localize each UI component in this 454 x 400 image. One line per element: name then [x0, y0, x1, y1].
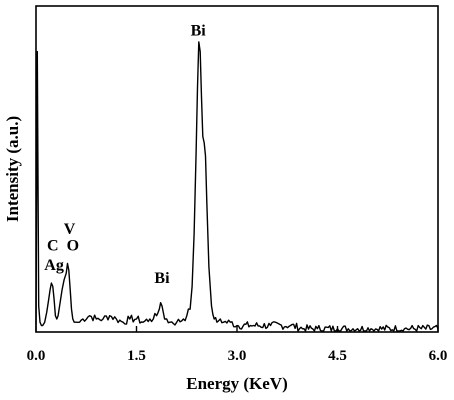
x-axis-label: Energy (KeV)	[186, 374, 288, 393]
peak-label: V	[64, 221, 76, 238]
peak-label: O	[67, 238, 79, 255]
x-tick-label: 1.5	[127, 348, 146, 364]
y-axis-label: Intensity (a.u.)	[3, 116, 22, 222]
x-tick-label: 0.0	[27, 348, 46, 364]
x-tick-label: 3.0	[228, 348, 247, 364]
x-ticks	[35, 326, 439, 332]
peak-label: Bi	[191, 22, 207, 39]
x-tick-label: 6.0	[429, 348, 448, 364]
x-tick-labels: 0.0 1.5 3.0 4.5 6.0	[27, 348, 448, 364]
spectrum-line	[35, 41, 439, 332]
x-tick-label: 4.5	[328, 348, 347, 364]
peak-label: Ag	[44, 257, 64, 274]
plot-frame	[35, 5, 439, 333]
peak-label: C	[47, 238, 59, 255]
peak-label: Bi	[154, 270, 170, 287]
peak-labels: Bi Bi VOC Ag	[44, 22, 206, 287]
